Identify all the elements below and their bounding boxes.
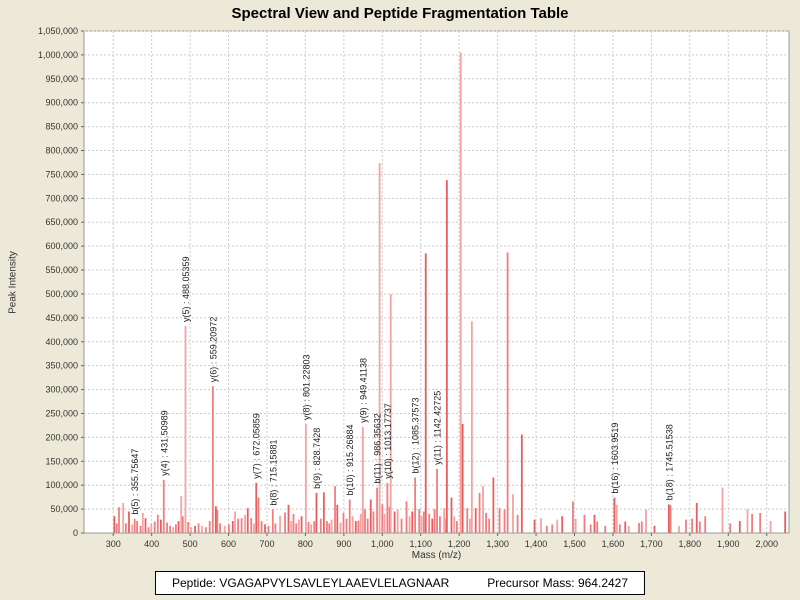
fragment-label: b(18) : 1745.51538 [664,424,674,500]
fragment-label: b(10) : 915.26884 [345,424,355,495]
fragment-label: y(4) : 431.50989 [159,410,169,476]
fragment-label: b(9) : 828.7428 [312,428,322,489]
x-tick-label: 1,100 [409,539,432,549]
chart-title: Spectral View and Peptide Fragmentation … [231,5,569,22]
x-tick-label: 600 [221,539,236,549]
peptide-label: Peptide: [171,576,217,590]
y-tick-label: 150,000 [45,456,78,466]
fragment-label: y(5) : 488.05359 [181,256,191,322]
fragment-label: b(5) : 355.75647 [130,449,140,515]
x-tick-label: 400 [144,539,159,549]
y-tick-label: 50,000 [50,504,78,514]
x-tick-label: 1,700 [640,539,663,549]
x-tick-label: 800 [298,539,313,549]
fragment-label: y(9) : 949.41138 [358,358,368,423]
y-tick-label: 1,050,000 [38,26,78,36]
x-tick-label: 300 [106,539,121,549]
y-tick-label: 200,000 [45,432,78,442]
x-tick-label: 1,000 [371,539,394,549]
x-tick-label: 1,800 [679,539,702,549]
y-tick-label: 950,000 [45,74,78,84]
spectrum-plot[interactable]: 0 50,000 100,000 150,000 200,000 250,000 300,0… [0,0,800,566]
y-tick-label: 250,000 [45,408,78,418]
fragment-label: b(12) : 1085.37573 [411,397,421,473]
y-tick-label: 800,000 [45,146,78,156]
x-tick-label: 1,200 [448,539,471,549]
fragment-label: y(6) : 559.20972 [208,317,218,383]
fragment-label: y(7) : 672.05859 [252,413,262,479]
x-tick-label: 1,500 [563,539,586,549]
y-tick-label: 100,000 [45,480,78,490]
x-tick-label: 1,900 [717,539,740,549]
fragment-label: y(10) : 1013.17737 [383,403,393,479]
precursor-mass-value: 964.2427 [577,576,629,590]
y-tick-label: 850,000 [45,122,78,132]
y-tick-label: 400,000 [45,337,78,347]
y-tick-label: 350,000 [45,361,78,371]
fragment-label: b(8) : 715.15881 [268,440,278,506]
y-tick-label: 650,000 [45,217,78,227]
peptide-sequence: VGAGAPVYLSAVLEYLAAEVLELAGNAAR [219,576,450,590]
fragment-label: y(11) : 1142.42725 [433,391,443,465]
fragment-label: y(8) : 801.22803 [301,354,311,420]
y-tick-label: 300,000 [45,385,78,395]
x-tick-label: 500 [183,539,198,549]
x-tick-label: 1,600 [602,539,625,549]
y-tick-label: 750,000 [45,169,78,179]
y-tick-label: 500,000 [45,289,78,299]
precursor-mass-label: Precursor Mass: [487,576,575,590]
y-tick-label: 0 [73,528,78,538]
x-tick-label: 2,000 [755,539,778,549]
x-tick-label: 1,300 [486,539,509,549]
x-tick-label: 700 [259,539,274,549]
y-tick-label: 1,000,000 [38,50,78,60]
y-tick-label: 700,000 [45,193,78,203]
x-tick-label: 900 [336,539,351,549]
fragment-label: b(16) : 1603.9519 [610,423,620,494]
plot-background [83,30,790,534]
y-tick-label: 550,000 [45,265,78,275]
x-tick-label: 1,400 [525,539,548,549]
peptide-info-bar: Peptide: VGAGAPVYLSAVLEYLAAEVLELAGNAAR Pr… [154,571,646,595]
y-tick-label: 450,000 [45,313,78,323]
x-axis-title: Mass (m/z) [411,550,462,561]
y-tick-label: 600,000 [45,241,78,251]
y-axis-title: Peak Intensity [7,251,19,314]
y-tick-label: 900,000 [45,98,78,108]
fragment-label: b(11) : 986.35632 [373,413,383,483]
